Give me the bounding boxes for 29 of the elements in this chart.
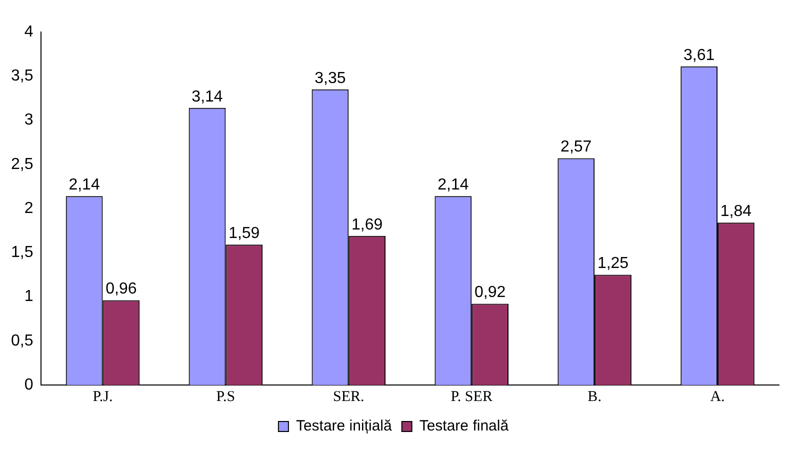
data-label: 1,84 (720, 203, 752, 220)
y-tick-label: 3 (24, 112, 34, 129)
data-label: 1,59 (228, 225, 260, 242)
data-label: 2,14 (438, 176, 469, 194)
x-tick-label: P.S (216, 388, 236, 405)
y-tick-label: 0,5 (10, 332, 34, 350)
x-tick-label: A. (710, 388, 725, 405)
data-label: 1,25 (597, 255, 629, 272)
data-label: 2,14 (68, 176, 100, 194)
data-label: 1,69 (352, 216, 383, 234)
data-label: 3,61 (684, 46, 715, 64)
y-tick-label: 2 (24, 200, 34, 217)
y-tick-label: 0 (24, 376, 34, 394)
y-tick-label: 3,5 (10, 68, 34, 85)
data-label: 0,96 (106, 280, 137, 298)
x-tick-label: SER. (333, 388, 364, 405)
data-label: 2,57 (560, 138, 592, 156)
legend-label: Testare inițială (296, 418, 392, 435)
data-label: 3,35 (314, 70, 346, 87)
x-tick-label: B. (588, 388, 602, 405)
data-label: 0,92 (474, 284, 506, 302)
y-tick-label: 1 (24, 288, 34, 306)
x-tick-label: P.J. (92, 388, 113, 405)
legend-label: Testare finală (419, 418, 510, 435)
y-tick-label: 1,5 (10, 244, 34, 262)
y-tick-label: 4 (24, 23, 34, 40)
data-label: 3,14 (192, 88, 223, 106)
x-tick-label: P. SER (450, 388, 492, 405)
y-tick-label: 2,5 (10, 156, 34, 173)
